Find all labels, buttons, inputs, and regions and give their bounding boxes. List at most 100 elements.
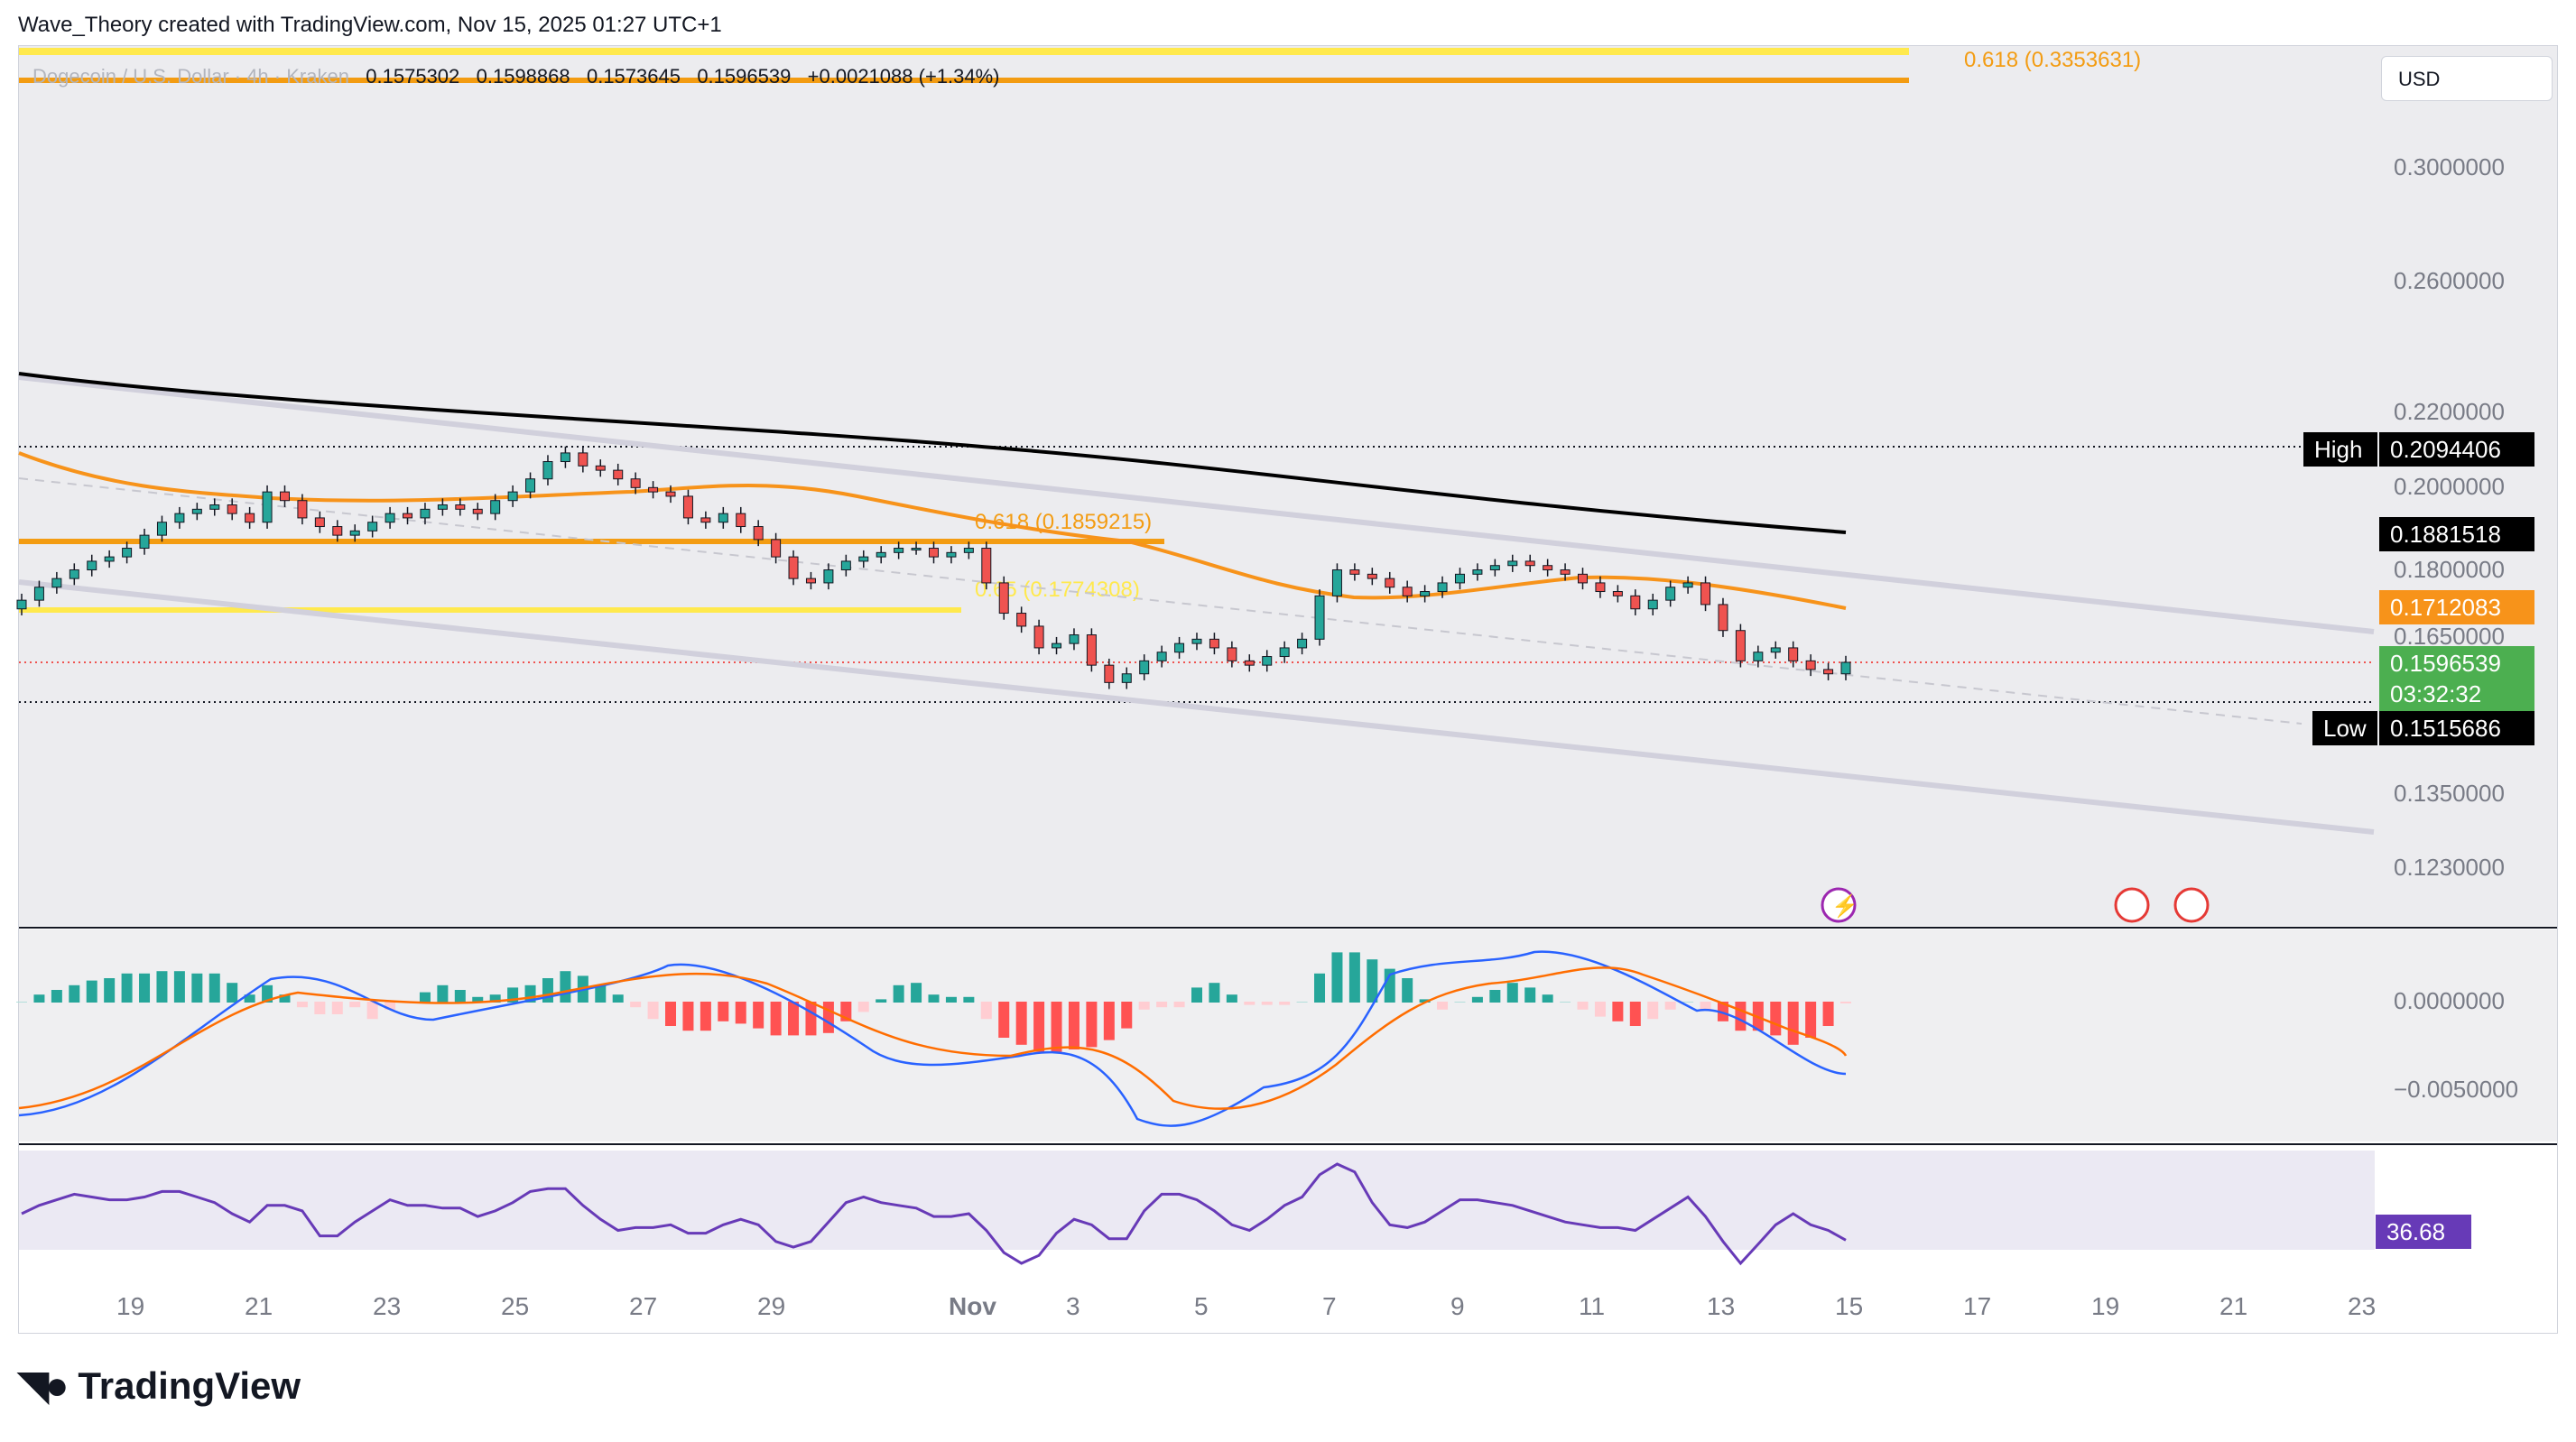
low-value-tag: 0.1515686 xyxy=(2379,711,2534,745)
macd-bar-positive xyxy=(1384,968,1395,1003)
macd-bar-positive xyxy=(963,996,975,1003)
ma-orange-tag: 0.1712083 xyxy=(2379,590,2534,624)
candle-up xyxy=(490,500,501,514)
macd-bar-positive xyxy=(1402,978,1413,1003)
tradingview-logo-icon: ◥● xyxy=(18,1363,69,1408)
candle-up xyxy=(51,578,62,588)
candle-down xyxy=(929,548,939,558)
price-axis-label: 0.3000000 xyxy=(2394,153,2505,180)
candle-down xyxy=(1823,669,1834,675)
macd-bar-negative xyxy=(1051,1002,1062,1052)
us-flag-event-icon-2[interactable] xyxy=(2173,887,2210,923)
candle-down xyxy=(1227,647,1237,661)
candle-up xyxy=(122,548,133,558)
candle-up xyxy=(963,548,974,553)
candle-up xyxy=(1682,582,1693,588)
candle-up xyxy=(1121,673,1132,683)
main-pane-bg xyxy=(19,46,2557,926)
macd-bar-positive xyxy=(1542,994,1553,1003)
macd-bar-negative xyxy=(980,1002,992,1020)
candle-down xyxy=(455,504,466,510)
legend-low: 0.1573645 xyxy=(586,65,681,88)
candle-up xyxy=(385,513,395,523)
candle-up xyxy=(209,504,220,510)
macd-bar-positive xyxy=(244,994,255,1003)
channel-lower-line xyxy=(18,579,2375,835)
macd-pane-bg xyxy=(19,929,2557,1142)
candle-up xyxy=(1454,573,1465,584)
macd-bar-positive xyxy=(1191,987,1202,1003)
price-axis-label: 0.1230000 xyxy=(2394,854,2505,881)
macd-bar-negative xyxy=(1840,1002,1851,1003)
time-axis-label: 21 xyxy=(245,1292,273,1320)
legend-open: 0.1575302 xyxy=(366,65,460,88)
candle-down xyxy=(332,526,343,536)
time-axis-label: 19 xyxy=(116,1292,145,1320)
candle-up xyxy=(1191,638,1202,644)
candle-down xyxy=(1560,569,1571,575)
rsi-line xyxy=(21,1162,1847,1266)
candle-down xyxy=(1543,565,1553,571)
candle-up xyxy=(156,522,167,536)
macd-bar-positive xyxy=(104,978,116,1003)
candle-down xyxy=(1402,587,1413,596)
candle-down xyxy=(595,465,606,471)
macd-bar-positive xyxy=(1331,952,1343,1003)
rsi-value-tag: 36.68 xyxy=(2376,1215,2471,1249)
time-axis-label: 5 xyxy=(1194,1292,1209,1320)
candle-down xyxy=(682,495,693,519)
ema-orange-line xyxy=(18,451,1847,610)
candle-down xyxy=(1209,638,1219,649)
candle-up xyxy=(823,569,834,584)
candle-up xyxy=(946,551,957,558)
macd-bar-positive xyxy=(1524,987,1536,1003)
macd-bar-positive xyxy=(1348,952,1360,1003)
footer-brand: TradingView xyxy=(78,1363,301,1407)
candle-down xyxy=(1104,664,1115,683)
candle-down xyxy=(1244,660,1255,666)
macd-bar-negative xyxy=(1787,1002,1799,1045)
candle-up xyxy=(525,478,536,493)
macd-bar-positive xyxy=(51,990,62,1003)
macd-bar-negative xyxy=(1279,1002,1291,1005)
macd-bar-negative xyxy=(1770,1002,1782,1036)
macd-bar-negative xyxy=(366,1002,378,1020)
candle-down xyxy=(1700,582,1711,605)
macd-bar-positive xyxy=(1506,983,1518,1003)
candles-group xyxy=(16,446,1851,689)
candle-down xyxy=(279,491,290,502)
last-price-tag: 0.1596539 xyxy=(2379,646,2534,680)
signal-line xyxy=(18,966,1848,1110)
macd-bar-negative xyxy=(1086,1002,1098,1048)
candle-up xyxy=(16,599,27,610)
macd-bar-positive xyxy=(262,984,273,1003)
candle-down xyxy=(613,469,624,480)
tradingview-footer: ◥● TradingView xyxy=(18,1363,301,1409)
candle-up xyxy=(1437,582,1448,593)
currency-selector[interactable]: USD xyxy=(2381,56,2553,101)
macd-bar-positive xyxy=(86,980,97,1003)
lightning-event-icon[interactable] xyxy=(1821,887,1857,923)
candle-down xyxy=(753,526,764,541)
candle-down xyxy=(665,491,676,497)
macd-axis-label: −0.0050000 xyxy=(2394,1076,2519,1103)
macd-bar-positive xyxy=(1454,1002,1466,1003)
event-icon-group[interactable]: ⚡ xyxy=(1821,887,2210,923)
macd-bar-positive xyxy=(279,994,291,1003)
candle-down xyxy=(578,452,588,467)
time-axis-label: Nov xyxy=(949,1292,996,1320)
candle-down xyxy=(736,513,746,528)
macd-bar-negative xyxy=(753,1002,764,1029)
macd-bar-negative xyxy=(1103,1002,1115,1040)
macd-bar-positive xyxy=(876,999,887,1003)
macd-bar-negative xyxy=(857,1002,869,1012)
candle-up xyxy=(1840,661,1851,675)
candle-up xyxy=(1156,652,1167,661)
us-flag-event-icon[interactable] xyxy=(2114,887,2150,923)
macd-bar-positive xyxy=(1226,994,1237,1003)
macd-bar-positive xyxy=(472,996,484,1003)
macd-bar-negative xyxy=(1138,1002,1150,1010)
macd-bar-negative xyxy=(1822,1002,1834,1026)
macd-histogram-group xyxy=(16,952,1851,1052)
